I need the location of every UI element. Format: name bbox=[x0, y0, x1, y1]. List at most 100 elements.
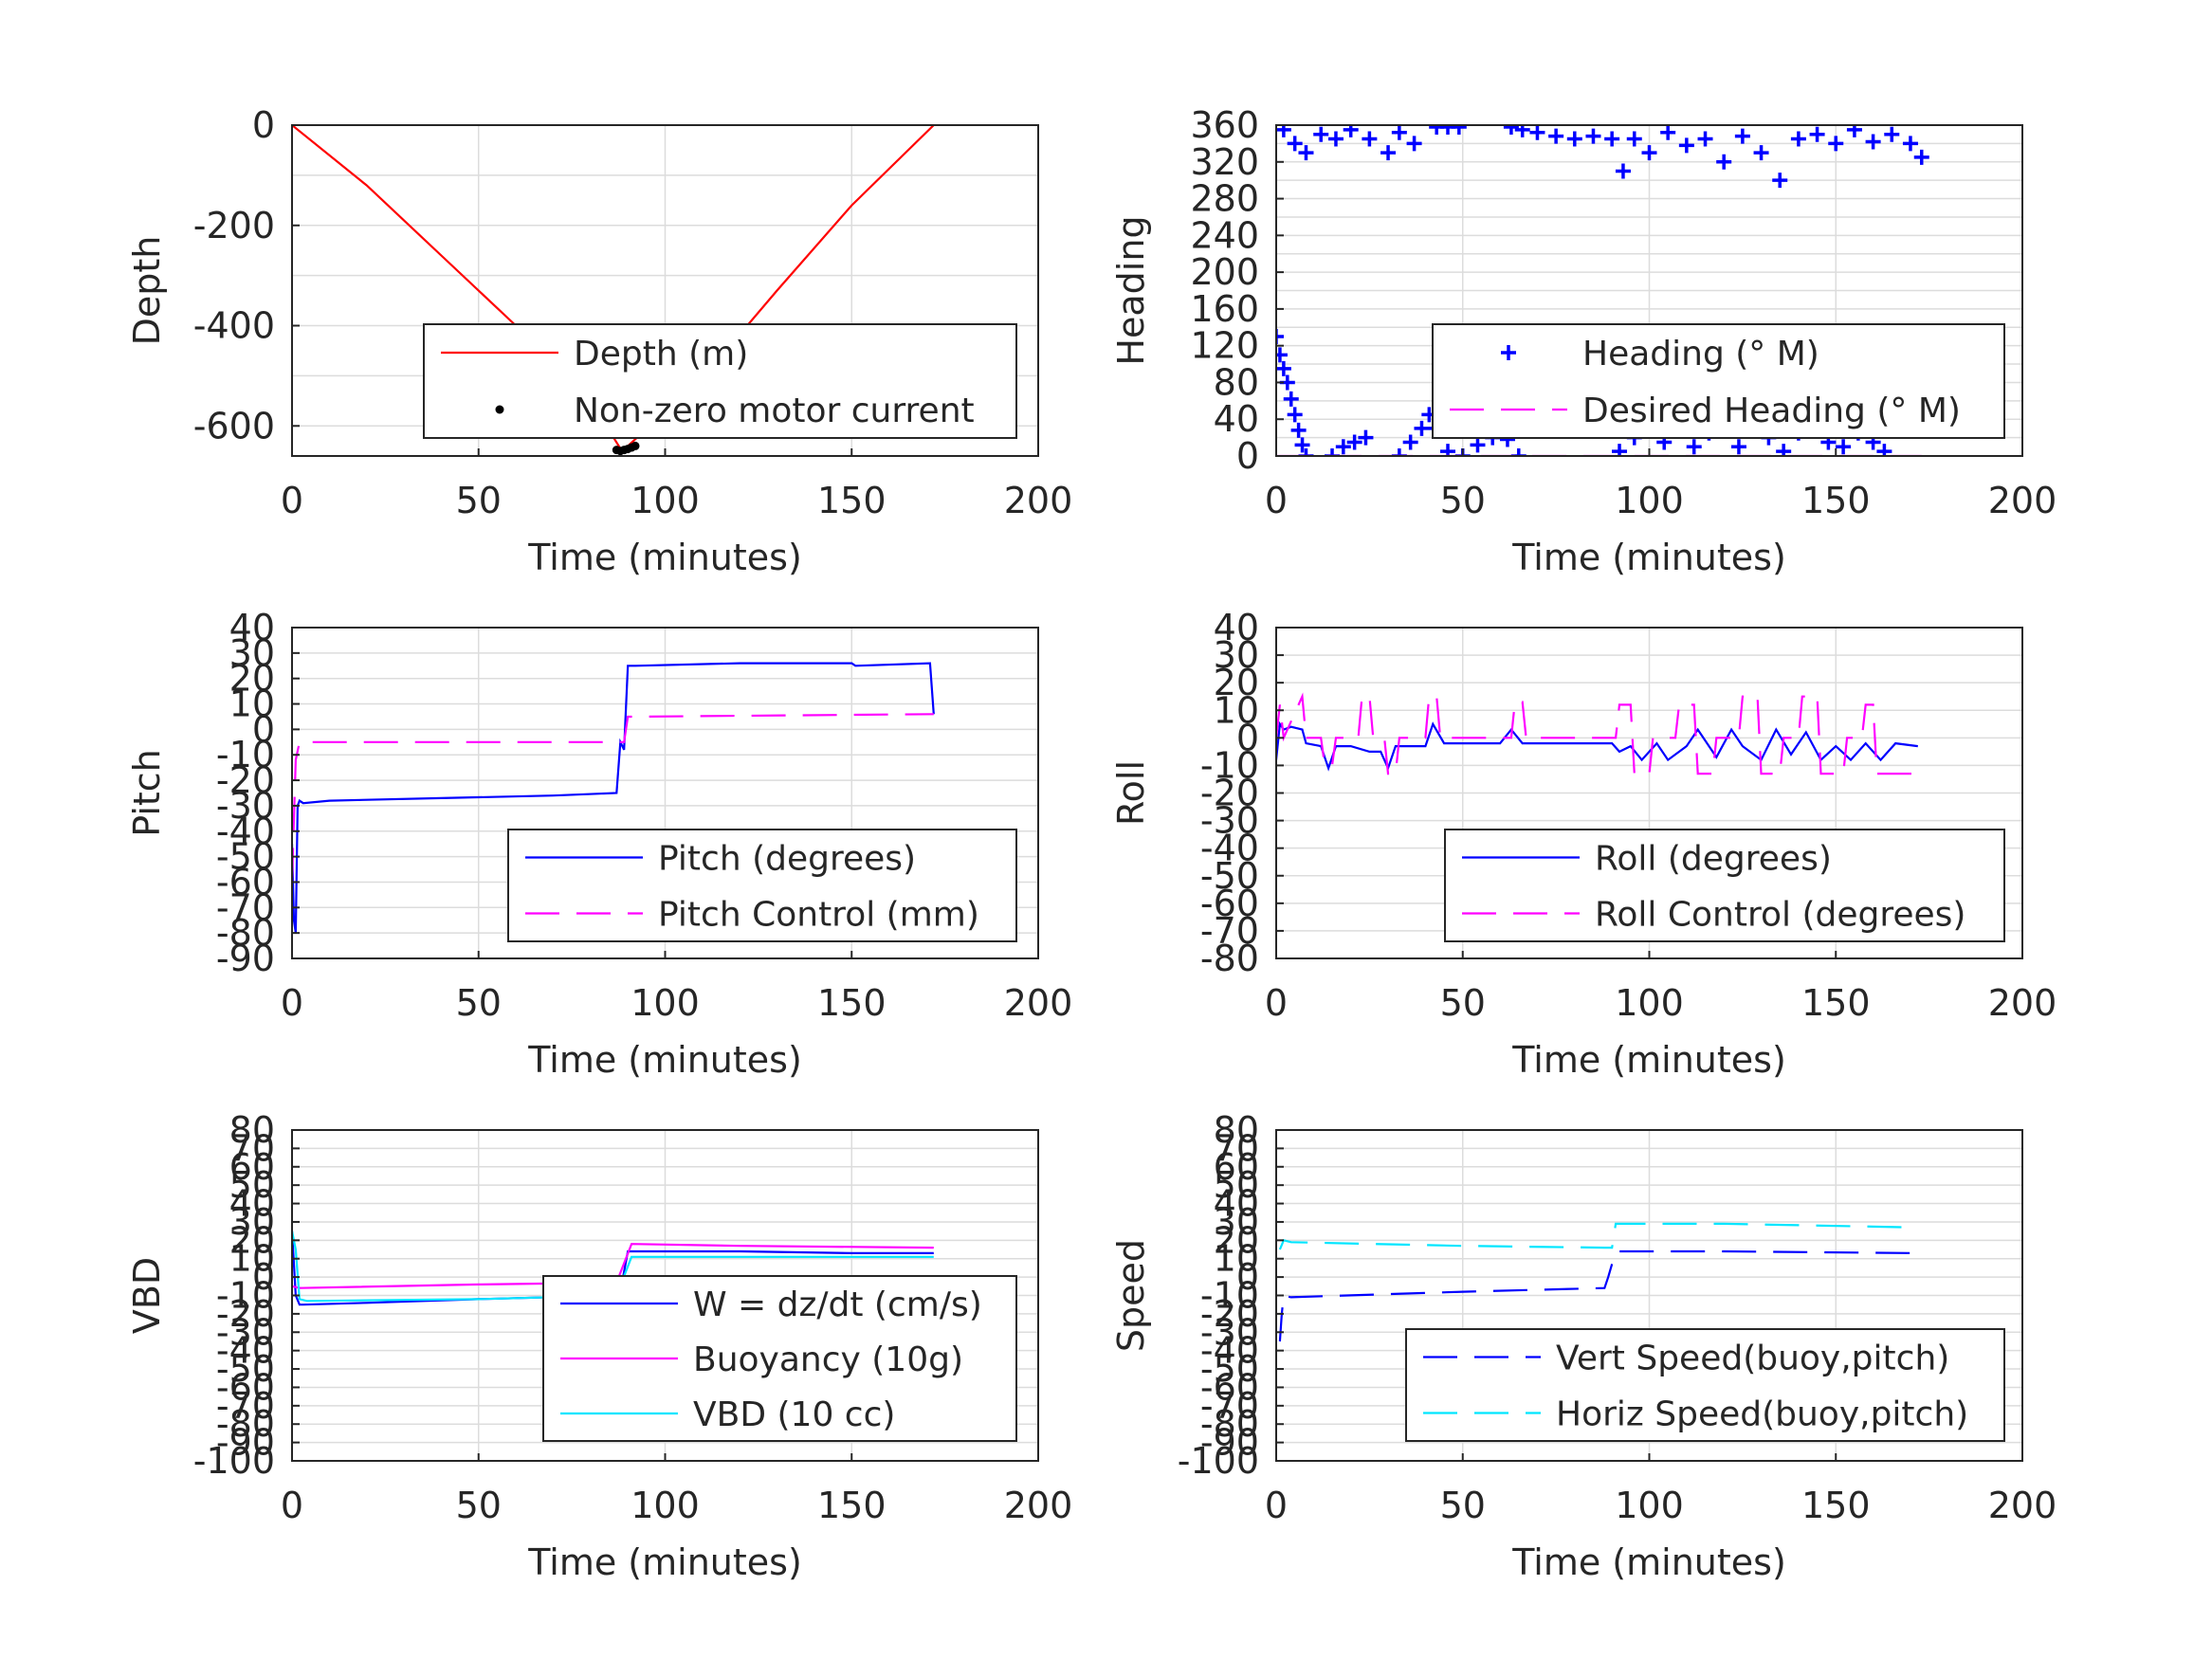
data-point bbox=[1362, 131, 1378, 147]
legend: Pitch (degrees) Pitch Control (mm) bbox=[507, 829, 1017, 942]
y-tick-label: -70 bbox=[216, 1385, 275, 1427]
y-tick-label: -100 bbox=[1178, 1440, 1259, 1482]
y-tick-label: -400 bbox=[193, 305, 275, 347]
y-tick-label: -200 bbox=[193, 205, 275, 246]
series-line-speed-1 bbox=[1278, 1222, 1918, 1250]
legend-box bbox=[507, 829, 1017, 942]
x-tick-label: 50 bbox=[1440, 480, 1486, 521]
legend-label: Desired Heading (° M) bbox=[1582, 392, 1961, 430]
panel-pitch: 0 50 100 150 200403020100-10-20-30-40-50-60-… bbox=[126, 607, 1072, 1081]
y-tick-label: 10 bbox=[1214, 689, 1259, 731]
series-line-vbd-2 bbox=[292, 1231, 934, 1303]
y-tick-label: 80 bbox=[229, 1109, 275, 1151]
y-tick-label: 80 bbox=[1214, 361, 1259, 403]
y-axis-label: Depth bbox=[126, 236, 168, 346]
x-tick-label: 50 bbox=[456, 1485, 502, 1526]
y-tick-label: -10 bbox=[216, 734, 275, 775]
y-tick-label: 30 bbox=[1214, 634, 1259, 676]
x-tick-label: 100 bbox=[631, 1485, 700, 1526]
data-point bbox=[1327, 131, 1344, 147]
panel-vbd: 0 50 100 150 20080706050403020100-10-20-30-4… bbox=[126, 1109, 1072, 1583]
y-tick-label: -50 bbox=[216, 1348, 275, 1390]
data-point bbox=[1753, 145, 1769, 161]
y-tick-label: -10 bbox=[1200, 1275, 1259, 1317]
x-tick-label: 0 bbox=[281, 1485, 303, 1526]
x-axis-label: Time (minutes) bbox=[1511, 1039, 1786, 1081]
data-point bbox=[1287, 407, 1303, 423]
data-point bbox=[1566, 131, 1582, 147]
y-tick-label: 30 bbox=[229, 632, 275, 674]
y-tick-label: -50 bbox=[1200, 855, 1259, 897]
x-tick-label: 50 bbox=[456, 982, 502, 1024]
y-tick-label: -600 bbox=[193, 405, 275, 447]
x-tick-label: 150 bbox=[1801, 480, 1871, 521]
y-tick-label: -20 bbox=[216, 1293, 275, 1335]
data-point bbox=[1790, 131, 1806, 147]
data-point bbox=[1276, 125, 1291, 137]
x-tick-label: 100 bbox=[631, 480, 700, 521]
data-point bbox=[1451, 125, 1467, 135]
data-point bbox=[1846, 125, 1862, 137]
data-point bbox=[1828, 136, 1844, 152]
x-tick-label: 150 bbox=[1801, 1485, 1871, 1526]
y-axis-label: Heading bbox=[1110, 215, 1152, 365]
x-tick-label: 100 bbox=[631, 982, 700, 1024]
y-tick-label: -50 bbox=[1200, 1348, 1259, 1390]
data-point bbox=[1660, 125, 1676, 140]
data-point bbox=[1865, 134, 1881, 150]
y-tick-label: -80 bbox=[1200, 1403, 1259, 1445]
plot-area bbox=[292, 125, 935, 456]
y-tick-label: 280 bbox=[1190, 178, 1259, 220]
legend-label: Heading (° M) bbox=[1582, 335, 1819, 374]
x-tick-label: 100 bbox=[1615, 982, 1684, 1024]
x-tick-label: 200 bbox=[1004, 480, 1073, 521]
x-tick-label: 0 bbox=[281, 480, 303, 521]
data-point bbox=[1402, 434, 1418, 450]
data-point bbox=[1514, 125, 1530, 137]
x-axis-label: Time (minutes) bbox=[527, 1039, 802, 1081]
data-point bbox=[1529, 125, 1545, 140]
legend-box bbox=[1405, 1328, 2005, 1442]
data-point bbox=[1884, 126, 1900, 142]
x-tick-label: 200 bbox=[1988, 480, 2057, 521]
legend-box bbox=[423, 323, 1017, 439]
legend: W = dz/dt (cm/s) Buoyancy (10g) VBD (10 cc… bbox=[542, 1275, 1017, 1442]
y-tick-label: -100 bbox=[193, 1440, 275, 1482]
y-tick-label: -80 bbox=[216, 1403, 275, 1445]
legend-box bbox=[1444, 829, 2005, 942]
legend: Depth (m) Non-zero motor current bbox=[423, 323, 1017, 439]
data-point bbox=[1503, 125, 1519, 135]
y-axis-label: VBD bbox=[126, 1257, 168, 1334]
data-point bbox=[631, 441, 640, 450]
y-tick-label: -40 bbox=[1200, 1330, 1259, 1372]
data-point bbox=[1678, 137, 1694, 154]
y-tick-label: -70 bbox=[1200, 1385, 1259, 1427]
data-point bbox=[1734, 128, 1750, 144]
x-tick-label: 100 bbox=[1615, 480, 1684, 521]
data-point bbox=[1772, 173, 1788, 189]
y-tick-label: -50 bbox=[216, 836, 275, 878]
y-tick-label: 10 bbox=[1214, 1238, 1259, 1280]
y-tick-label: -40 bbox=[216, 1330, 275, 1372]
y-tick-label: -90 bbox=[1200, 1422, 1259, 1464]
y-tick-label: -20 bbox=[1200, 773, 1259, 814]
y-tick-label: -30 bbox=[1200, 800, 1259, 842]
x-tick-label: 150 bbox=[1801, 982, 1871, 1024]
data-point bbox=[1287, 136, 1303, 152]
panel-heading: 0 50 100 150 20004080120160200240280320360Ti… bbox=[1110, 104, 2057, 578]
data-point bbox=[1585, 128, 1601, 144]
legend-label: Horiz Speed(buoy,pitch) bbox=[1556, 1395, 1968, 1434]
y-tick-label: -60 bbox=[1200, 1366, 1259, 1408]
x-tick-label: 150 bbox=[817, 480, 887, 521]
x-axis-label: Time (minutes) bbox=[1511, 1541, 1786, 1583]
y-tick-label: 360 bbox=[1190, 104, 1259, 146]
data-point bbox=[1380, 145, 1397, 161]
x-tick-label: 50 bbox=[1440, 982, 1486, 1024]
data-point bbox=[1686, 439, 1702, 455]
x-tick-label: 50 bbox=[1440, 1485, 1486, 1526]
data-point bbox=[1294, 437, 1310, 453]
legend-label: Vert Speed(buoy,pitch) bbox=[1556, 1340, 1949, 1378]
y-axis-label: Speed bbox=[1110, 1239, 1152, 1352]
y-tick-label: 160 bbox=[1190, 288, 1259, 330]
y-tick-label: -20 bbox=[1200, 1293, 1259, 1335]
